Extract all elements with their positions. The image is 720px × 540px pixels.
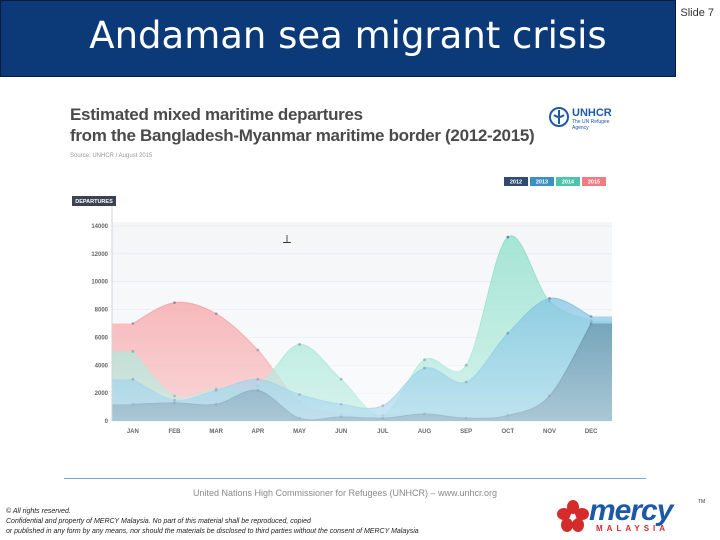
chart-source: Source: UNHCR / August 2015 bbox=[70, 153, 153, 159]
x-tick-label: AUG bbox=[418, 429, 432, 435]
y-axis-label: DEPARTURES bbox=[75, 199, 113, 205]
x-tick-label: JAN bbox=[127, 429, 139, 435]
legal-line2: Confidential and property of MERCY Malay… bbox=[6, 518, 311, 525]
chart-image: Estimated mixed maritime departures from… bbox=[64, 96, 624, 438]
legend-label-2014: 2014 bbox=[562, 180, 575, 186]
y-tick-label: 10000 bbox=[91, 280, 108, 286]
legend-label-2013: 2013 bbox=[536, 180, 548, 186]
chart-title-line2: from the Bangladesh-Myanmar maritime bor… bbox=[70, 126, 535, 145]
mercy-wordmark: mercy bbox=[589, 494, 673, 527]
plot-fade bbox=[112, 226, 612, 421]
x-tick-label: APR bbox=[251, 429, 264, 435]
legend-swatch-2013 bbox=[530, 177, 554, 186]
mercy-malaysia-logo: mercy MALAYSIA TM bbox=[556, 494, 706, 533]
y-tick-label: 6000 bbox=[95, 335, 109, 341]
unhcr-logo: UNHCR The UN Refugee Agency bbox=[548, 106, 620, 131]
ylabel-box bbox=[72, 196, 116, 206]
unhcr-tagline: The UN Refugee Agency bbox=[572, 119, 610, 131]
legend-swatch-2012 bbox=[504, 177, 528, 186]
x-tick-label: OCT bbox=[501, 429, 514, 435]
y-tick-label: 4000 bbox=[95, 363, 109, 369]
y-tick-label: 2000 bbox=[95, 391, 109, 397]
legend-swatch-2014 bbox=[556, 177, 580, 186]
x-tick-label: MAR bbox=[209, 429, 223, 435]
footer-credit: United Nations High Commissioner for Ref… bbox=[192, 488, 498, 498]
legend-swatch-2015 bbox=[582, 177, 606, 186]
mercy-trademark: TM bbox=[698, 499, 706, 505]
chart-title: Estimated mixed maritime departures from… bbox=[70, 104, 535, 146]
x-tick-label: SEP bbox=[460, 429, 472, 435]
legal-notice: © All rights reserved. Confidential and … bbox=[6, 507, 419, 537]
y-tick-label: 14000 bbox=[91, 224, 108, 230]
hibiscus-icon bbox=[557, 500, 589, 532]
y-tick-label: 12000 bbox=[91, 252, 108, 258]
unhcr-emblem-icon bbox=[549, 107, 569, 127]
title-bar bbox=[0, 0, 676, 77]
legend-label-2012: 2012 bbox=[510, 180, 522, 186]
x-tick-label: NOV bbox=[543, 429, 556, 435]
x-tick-label: JUL bbox=[377, 429, 389, 435]
legend-label-2015: 2015 bbox=[588, 180, 600, 186]
x-tick-label: MAY bbox=[293, 429, 306, 435]
x-tick-label: JUN bbox=[335, 429, 347, 435]
legal-line3: or published in any form by any means, n… bbox=[6, 528, 419, 535]
y-tick-label: 0 bbox=[105, 419, 109, 425]
mercy-subtitle: MALAYSIA bbox=[596, 524, 670, 533]
annotation-marker: ⟂ bbox=[283, 232, 291, 246]
slide-title: Andaman sea migrant crisis bbox=[89, 14, 607, 57]
chart-title-line1: Estimated mixed maritime departures bbox=[70, 105, 363, 124]
y-tick-label: 8000 bbox=[95, 308, 109, 314]
x-tick-label: DEC bbox=[585, 429, 598, 435]
slide-number: Slide 7 bbox=[680, 7, 714, 19]
x-tick-label: FEB bbox=[169, 429, 182, 435]
unhcr-name: UNHCR bbox=[572, 107, 612, 119]
footer-rule bbox=[64, 478, 646, 479]
legal-line1: © All rights reserved. bbox=[6, 508, 71, 515]
area-chart: 2012 2013 2014 2015 14000 12000 10000 8000 6000… bbox=[72, 177, 612, 435]
